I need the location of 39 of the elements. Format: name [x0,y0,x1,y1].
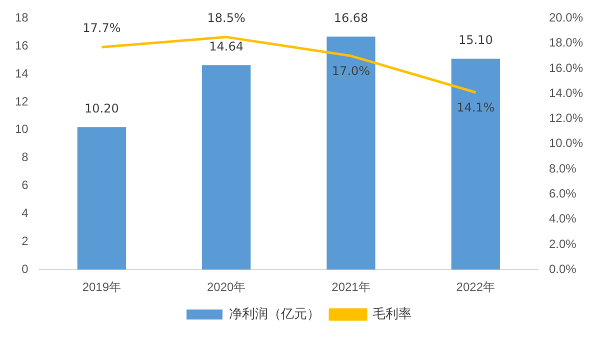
y-tick-label: 14 [14,66,29,80]
data-label: 16.68 [334,10,368,25]
y2-tick-label: 20.0% [548,10,584,25]
y2-tick-label: 12.0% [548,111,584,126]
bar [202,65,251,270]
data-label: 15.10 [458,32,493,47]
y-tick-label: 10 [14,122,29,136]
bar [77,127,126,270]
legend-label: 毛利率 [372,306,412,322]
y-tick-label: 4 [22,206,29,220]
y-tick-label: 2 [22,234,29,248]
y-tick-label: 0 [22,262,29,276]
data-label: 17.0% [332,64,370,78]
y2-tick-label: 4.0% [548,212,577,226]
bar [451,58,500,270]
y2-tick-label: 2.0% [548,236,577,251]
y2-tick-label: 0.0% [548,262,577,276]
x-tick-label: 2019年 [82,280,122,294]
data-label: 14.64 [209,39,244,54]
y-tick-label: 6 [22,178,29,192]
y2-tick-label: 10.0% [548,136,584,150]
y-tick-label: 8 [22,150,29,164]
data-label: 14.1% [456,100,495,114]
data-label: 18.5% [207,11,246,26]
bar [326,36,376,270]
y2-tick-label: 14.0% [548,86,584,100]
data-label: 17.7% [82,21,121,36]
y-tick-label: 16 [14,38,29,52]
data-label: 10.20 [84,101,119,116]
y2-tick-label: 16.0% [548,60,584,75]
y-tick-label: 12 [14,94,29,108]
y2-tick-label: 18.0% [548,36,584,50]
x-tick-label: 2021年 [332,280,370,294]
y-tick-label: 18 [14,10,29,25]
x-tick-label: 2020年 [206,280,246,294]
legend-label: 净利润（亿元） [229,306,320,322]
y2-tick-label: 8.0% [548,161,577,176]
x-tick-label: 2022年 [456,280,495,294]
y2-tick-label: 6.0% [548,186,577,200]
